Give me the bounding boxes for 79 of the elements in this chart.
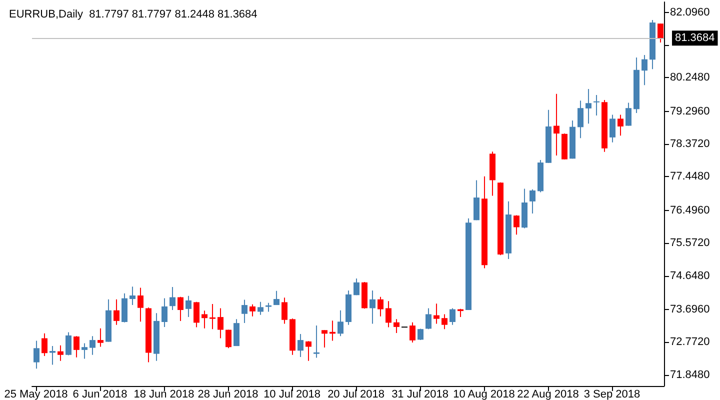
y-tick-label: 74.6480 xyxy=(670,270,710,282)
candlestick xyxy=(626,102,632,126)
candlestick xyxy=(226,329,232,349)
candlestick xyxy=(202,310,208,329)
candlestick xyxy=(210,303,216,330)
candlestick xyxy=(378,296,384,317)
candlestick xyxy=(258,301,264,316)
candlestick xyxy=(74,336,80,358)
candlestick xyxy=(530,188,536,214)
candlestick xyxy=(322,330,328,348)
candlestick xyxy=(338,310,344,337)
candlestick xyxy=(554,93,560,156)
candlestick xyxy=(98,328,104,348)
candlestick xyxy=(578,100,584,139)
candlestick xyxy=(586,88,592,124)
x-tick-label: 31 Jul 2018 xyxy=(392,388,448,400)
y-tick-label: 79.2960 xyxy=(670,105,710,118)
y-tick-label: 71.8480 xyxy=(670,368,710,381)
candlestick xyxy=(410,322,416,344)
candlestick xyxy=(234,318,240,347)
candlestick xyxy=(250,304,256,317)
candlestick xyxy=(82,342,88,360)
candlestick xyxy=(50,346,56,366)
candlestick xyxy=(618,114,624,136)
x-tick-label: 25 May 2018 xyxy=(4,388,68,400)
candlestick xyxy=(610,114,616,143)
candlestick xyxy=(594,94,600,116)
candlestick xyxy=(242,299,248,324)
candlestick xyxy=(162,298,168,328)
candlestick xyxy=(122,292,128,323)
candlestick xyxy=(450,308,456,326)
x-tick-label: 6 Jun 2018 xyxy=(72,388,128,400)
y-tick-label: 75.5720 xyxy=(670,237,710,250)
candlestick xyxy=(186,295,192,318)
candlestick xyxy=(306,340,312,362)
x-tick-label: 10 Aug 2018 xyxy=(453,388,515,400)
y-tick-label: 77.4480 xyxy=(670,170,710,183)
candlestick xyxy=(90,336,96,356)
x-tick-label: 10 Jul 2018 xyxy=(264,388,320,400)
candlestick xyxy=(218,308,224,339)
candlestick xyxy=(114,298,120,326)
y-tick-label: 73.6960 xyxy=(670,303,710,316)
candlestick xyxy=(658,23,664,43)
y-tick-label: 82.0960 xyxy=(670,6,710,18)
x-tick-label: 20 Jul 2018 xyxy=(328,388,384,400)
x-tick-label: 28 Jun 2018 xyxy=(198,388,258,400)
y-tick-label: 72.7720 xyxy=(670,336,710,348)
candlestick xyxy=(314,325,320,358)
y-tick-label: 78.3720 xyxy=(670,138,710,150)
candlestick xyxy=(34,340,40,370)
candlestick xyxy=(298,334,304,358)
ref-line-label: 81.3684 xyxy=(675,32,715,44)
candlestick xyxy=(394,318,400,334)
candlestick xyxy=(442,314,448,330)
candlestick xyxy=(418,328,424,341)
text: EURRUB,Daily 81.7797 81.7797 81.2448 81.3684 xyxy=(9,8,258,20)
candlestick xyxy=(170,286,176,310)
candlestick xyxy=(66,332,72,356)
x-tick-label: 22 Aug 2018 xyxy=(517,388,579,400)
candlestick xyxy=(138,287,144,322)
candlestick xyxy=(58,344,64,362)
candlestick xyxy=(130,286,136,306)
x-tick-label: 18 Jun 2018 xyxy=(134,388,194,400)
candlestick xyxy=(642,54,648,86)
candlestick xyxy=(514,214,520,236)
candlestick xyxy=(42,332,48,356)
candlestick xyxy=(178,296,184,322)
candlestick xyxy=(194,301,200,328)
candlestick xyxy=(282,297,288,324)
candlestick xyxy=(474,180,480,221)
y-tick-label: 76.4960 xyxy=(670,204,710,216)
candlestick xyxy=(274,290,280,306)
y-tick-label: 80.2480 xyxy=(670,72,710,84)
candlestick xyxy=(370,290,376,324)
candlestick xyxy=(426,308,432,330)
candlestick xyxy=(434,303,440,324)
x-tick-label: 3 Sep 2018 xyxy=(584,388,640,400)
candlestick xyxy=(354,278,360,296)
candlestick xyxy=(386,300,392,328)
